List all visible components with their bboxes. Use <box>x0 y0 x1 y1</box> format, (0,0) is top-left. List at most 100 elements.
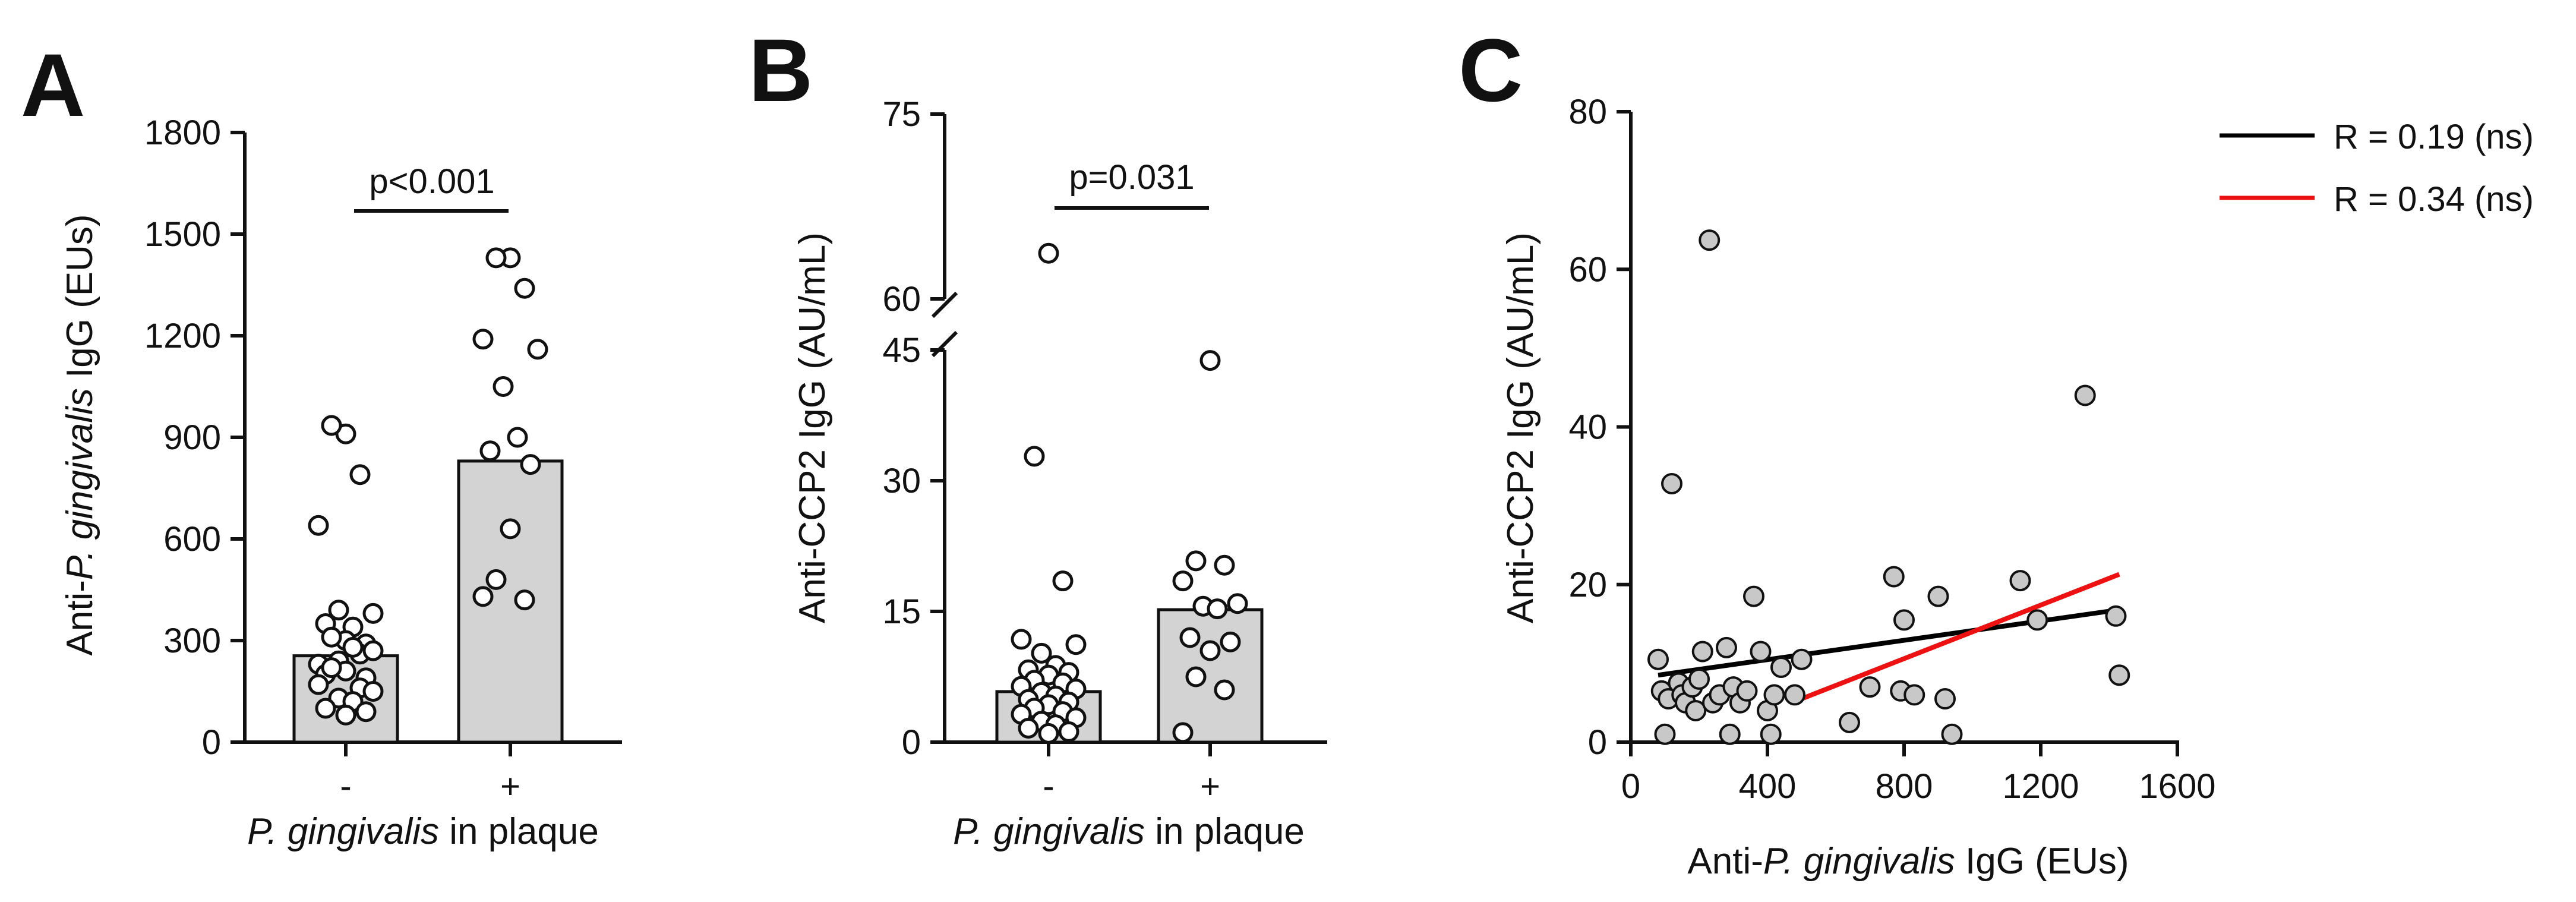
panel-a-data-point <box>355 701 377 723</box>
panel-c-y-tick-label: 40 <box>1568 408 1607 447</box>
panel-c-data-point <box>1927 585 1949 607</box>
panel-a-data-point <box>321 626 342 648</box>
panel-c-data-point <box>1763 684 1785 706</box>
panel-c-x-tick-label: 400 <box>1739 767 1797 806</box>
panel-b-y-tick-label: 60 <box>882 280 921 318</box>
panel-c-y-tick-label: 0 <box>1588 723 1607 762</box>
panel-c-data-point <box>1699 229 1721 251</box>
panel-b-data-point <box>1058 721 1079 742</box>
panel-c-data-point <box>1750 641 1772 663</box>
panel-b-letter: B <box>749 20 813 120</box>
panel-a-category-positive: + <box>500 767 520 806</box>
panel-a-y-tick-label: 1800 <box>144 113 221 152</box>
panel-b-x-title-rest: in plaque <box>1145 811 1305 852</box>
panel-b-y-tick-label: 0 <box>902 723 921 762</box>
panel-b-category-positive: + <box>1200 767 1220 806</box>
panel-b-y-tick-label: 75 <box>882 95 921 134</box>
panel-c-data-point <box>1883 566 1905 588</box>
panel-b-data-point <box>1207 598 1228 620</box>
panel-c-data-point <box>1691 641 1713 663</box>
panel-c-data-point <box>1647 648 1669 670</box>
panel-a-data-point <box>315 698 336 719</box>
panel-b-y-tick-label: 15 <box>882 592 921 631</box>
panel-b-data-point <box>1185 550 1207 572</box>
panel-c-data-point <box>1770 657 1792 679</box>
panel-c-data-point <box>1743 585 1764 607</box>
panel-a-y-title-post: IgG (EUs) <box>59 214 100 388</box>
panel-c-legend-label-black: R = 0.19 (ns) <box>2334 118 2534 156</box>
panel-c-data-point <box>2105 605 2127 627</box>
panel-c-data-point <box>1859 676 1881 698</box>
panel-a-data-point <box>362 603 384 624</box>
panel-c-fit-line-red <box>1801 572 2120 701</box>
panel-a-y-title-pre: Anti- <box>59 580 100 655</box>
panel-b-data-point <box>1011 629 1032 650</box>
panel-c-data-point <box>1685 699 1707 721</box>
panel-c-data-point <box>1893 609 1915 631</box>
panel-c: C 0 20 40 60 80 0 400 800 1200 1600 Anti-P. ging… <box>1459 20 2534 882</box>
panel-b-data-point <box>1038 723 1059 744</box>
panel-a-data-point <box>485 569 507 590</box>
panel-b-data-point <box>1214 554 1235 576</box>
panel-a-data-point <box>362 681 384 702</box>
panel-c-data-point <box>1736 680 1758 702</box>
panel-b-x-title: P. gingivalis in plaque <box>953 811 1305 852</box>
panel-b-data-point <box>1185 666 1207 687</box>
panel-b-x-title-italic: P. gingivalis <box>953 811 1145 852</box>
panel-a-x-title-italic: P. gingivalis <box>247 811 439 852</box>
panel-a-data-point <box>308 674 329 695</box>
panel-a-data-point <box>479 440 501 462</box>
panel-c-letter: C <box>1459 20 1523 120</box>
panel-c-y-tick-label: 60 <box>1568 250 1607 289</box>
panel-c-x-title: Anti-P. gingivalis IgG (EUs) <box>1687 841 2129 882</box>
panel-a-data-point <box>507 427 528 448</box>
panel-b-data-point <box>1172 722 1194 743</box>
panel-c-data-point <box>2108 664 2130 686</box>
panel-b-data-point <box>1214 679 1235 701</box>
panel-c-data-point <box>2009 570 2031 592</box>
panel-b-category-negative: - <box>1043 767 1054 806</box>
panel-a-data-point <box>328 600 349 621</box>
panel-c-x-tick-label: 1600 <box>2139 767 2215 806</box>
panel-c-x-tick-label: 0 <box>1621 767 1640 806</box>
panel-b-data-point <box>1031 642 1052 664</box>
panel-a-data-point <box>362 640 384 661</box>
panel-c-data-point <box>1719 723 1741 745</box>
panel-c-data-point <box>1716 636 1737 658</box>
panel-c-legend: R = 0.19 (ns) R = 0.34 (ns) <box>2220 118 2534 219</box>
panel-b-data-point <box>1199 640 1221 661</box>
panel-a-data-point <box>520 454 541 475</box>
panel-a-y-title-italic: P. gingivalis <box>59 388 100 580</box>
panel-a-data-point <box>321 415 342 436</box>
panel-c-data-point <box>1934 688 1956 710</box>
panel-c-x-tick-label: 1200 <box>2002 767 2079 806</box>
panel-b-y-title: Anti-CCP2 IgG (AU/mL) <box>792 232 833 623</box>
panel-a-y-tick-label: 900 <box>163 418 221 457</box>
panel-a: A 0 300 600 900 1200 1500 1800 - + p<0.001 P. … <box>21 35 622 852</box>
panel-a-data-point <box>527 339 548 360</box>
panel-c-data-point <box>1903 684 1925 706</box>
panel-b-axis-break-mark-upper <box>931 291 958 318</box>
panel-b-data-point <box>1024 446 1045 467</box>
panel-a-letter: A <box>21 35 85 135</box>
panel-a-data-point <box>514 589 535 611</box>
panel-c-data-point <box>2074 384 2096 406</box>
panel-a-data-point <box>472 329 494 350</box>
panel-b-y-tick-label: 45 <box>882 331 921 370</box>
panel-b-data-point <box>1172 570 1194 592</box>
panel-b-data-point <box>1052 570 1074 592</box>
panel-b-data-point <box>1220 631 1241 652</box>
panel-b-data-point <box>1179 627 1201 648</box>
panel-a-data-point <box>349 464 371 485</box>
panel-c-data-point <box>1654 723 1676 745</box>
panel-a-y-tick-label: 300 <box>163 622 221 660</box>
panel-c-data-point <box>1760 723 1782 745</box>
panel-b: B 0 15 30 45 60 75 - + p=0.031 P. gingivalis … <box>749 20 1327 852</box>
panel-c-data-point <box>1688 668 1710 690</box>
panel-a-data-point <box>500 518 521 540</box>
panel-a-data-point <box>472 586 494 607</box>
panel-a-p-value: p<0.001 <box>369 162 494 201</box>
panel-a-y-title: Anti-P. gingivalis IgG (EUs) <box>59 214 100 655</box>
panel-a-data-point <box>335 704 356 726</box>
